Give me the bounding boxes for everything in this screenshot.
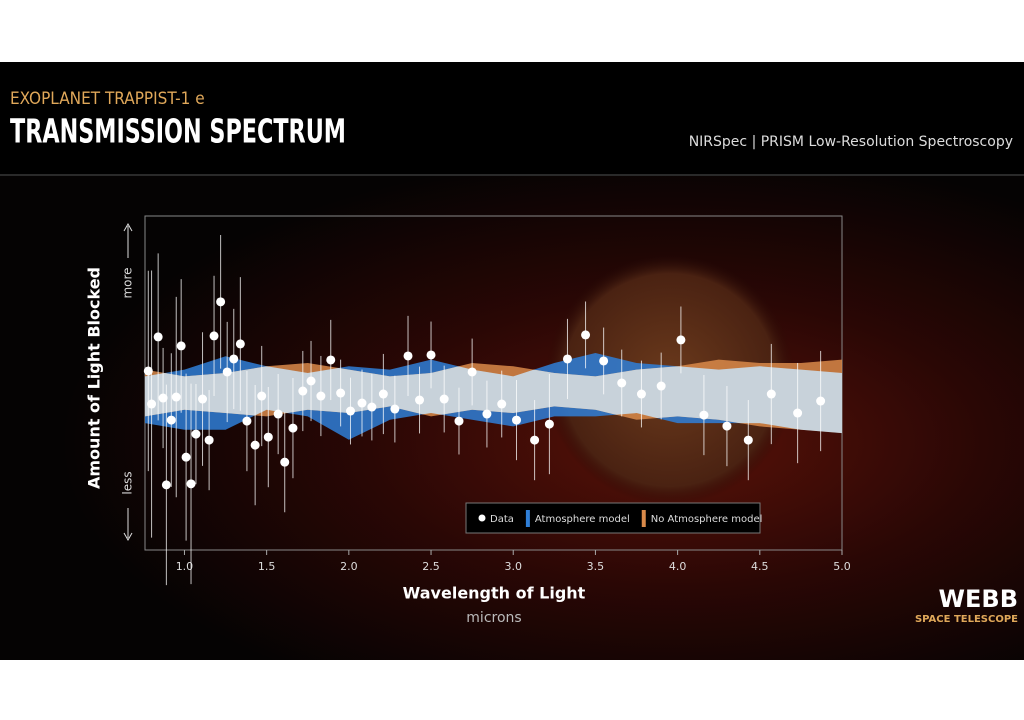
data-point [345, 406, 355, 416]
legend: Data Atmosphere model No Atmosphere model [465, 502, 763, 534]
data-point [530, 435, 540, 445]
data-point [242, 416, 252, 426]
data-point [378, 389, 388, 399]
title: TRANSMISSION SPECTRUM [10, 112, 346, 151]
data-point [158, 393, 168, 403]
legend-label: No Atmosphere model [651, 514, 763, 525]
data-point [257, 391, 267, 401]
legend-label: Data [490, 514, 514, 525]
data-point [562, 354, 572, 364]
plot: 1.0 1.5 2.0 2.5 3.0 3.5 4.0 4.5 5.0 Data Atmospher… [143, 235, 851, 586]
data-point [357, 398, 367, 408]
data-point [766, 389, 776, 399]
data-point [176, 341, 186, 351]
x-tick-label: 3.0 [504, 560, 522, 573]
data-point [191, 429, 201, 439]
logo-tagline: SPACE TELESCOPE [915, 614, 1018, 625]
data-point [512, 415, 522, 425]
data-point [143, 366, 153, 376]
data-point [186, 479, 196, 489]
data-point [147, 399, 157, 409]
logo-name: WEBB [939, 585, 1018, 613]
data-point [204, 435, 214, 445]
data-point [367, 402, 377, 412]
data-point [153, 332, 163, 342]
x-axis-unit: microns [466, 610, 521, 626]
subtitle: EXOPLANET TRAPPIST-1 e [10, 89, 205, 109]
x-tick-label: 1.0 [176, 560, 194, 573]
data-point [599, 356, 609, 366]
data-point [326, 355, 336, 365]
instrument-note: NIRSpec | PRISM Low-Resolution Spectrosc… [689, 134, 1013, 150]
data-point [181, 452, 191, 462]
data-point [250, 440, 260, 450]
data-point [222, 367, 232, 377]
data-point [216, 297, 226, 307]
arrow-down [123, 508, 133, 542]
data-point [415, 395, 425, 405]
data-point [316, 391, 326, 401]
x-tick-label: 4.0 [669, 560, 687, 573]
data-point [676, 335, 686, 345]
data-point [171, 392, 181, 402]
data-point [497, 399, 507, 409]
data-point [467, 367, 477, 377]
arrow-up [123, 222, 133, 258]
data-point [426, 350, 436, 360]
data-point [636, 389, 646, 399]
x-axis-label: Wavelength of Light [403, 584, 586, 603]
data-point [793, 408, 803, 418]
x-tick-label: 3.5 [587, 560, 605, 573]
x-tick-label: 4.5 [751, 560, 769, 573]
legend-marker [478, 514, 486, 522]
data-point [273, 409, 283, 419]
data-point [390, 404, 400, 414]
data-point [656, 381, 666, 391]
data-point [280, 457, 290, 467]
y-less: less [121, 471, 135, 494]
data-point [198, 394, 208, 404]
data-point [166, 415, 176, 425]
data-point [288, 423, 298, 433]
data-point [617, 378, 627, 388]
data-point [161, 480, 171, 490]
data-point [743, 435, 753, 445]
legend-swatch [525, 510, 530, 527]
data-point [699, 410, 709, 420]
data-point [581, 330, 591, 340]
data-point [263, 432, 273, 442]
data-point [209, 331, 219, 341]
data-point [298, 386, 308, 396]
y-axis-label: Amount of Light Blocked [85, 267, 104, 489]
x-tick-label: 2.0 [340, 560, 358, 573]
data-point [235, 339, 245, 349]
data-point [544, 419, 554, 429]
data-point [816, 396, 826, 406]
data-point [482, 409, 492, 419]
data-point [336, 388, 346, 398]
data-point [403, 351, 413, 361]
data-point [722, 421, 732, 431]
legend-swatch [641, 510, 646, 527]
data-point [439, 394, 449, 404]
legend-label: Atmosphere model [535, 514, 630, 525]
legend-box [465, 502, 761, 534]
data-point [454, 416, 464, 426]
x-tick-label: 1.5 [258, 560, 276, 573]
y-more: more [121, 267, 135, 298]
x-tick-label: 2.5 [422, 560, 440, 573]
data-point [229, 354, 239, 364]
data-point [306, 376, 316, 386]
x-tick-label: 5.0 [833, 560, 851, 573]
